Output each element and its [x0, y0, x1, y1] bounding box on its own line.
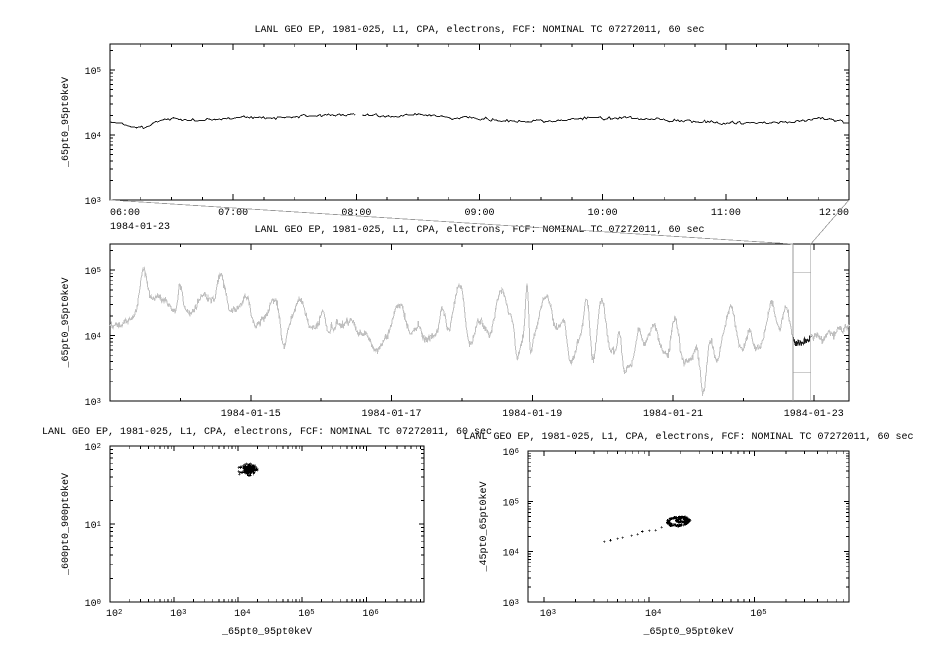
- svg-text:_65pt0_95pt0keV: _65pt0_95pt0keV: [642, 626, 733, 638]
- svg-text:LANL GEO EP, 1981-025, L1, CPA: LANL GEO EP, 1981-025, L1, CPA, electron…: [254, 24, 704, 36]
- svg-text:_65pt0_95pt0keV: _65pt0_95pt0keV: [60, 77, 72, 168]
- svg-text:06:00: 06:00: [110, 208, 140, 219]
- svg-text:08:00: 08:00: [341, 208, 371, 219]
- svg-text:1984-01-17: 1984-01-17: [362, 409, 422, 420]
- svg-text:_65pt0_95pt0keV: _65pt0_95pt0keV: [60, 277, 72, 368]
- svg-text:1984-01-23: 1984-01-23: [784, 409, 844, 420]
- svg-text:1984-01-19: 1984-01-19: [502, 409, 562, 420]
- svg-text:11:00: 11:00: [711, 208, 741, 219]
- svg-text:07:00: 07:00: [218, 208, 248, 219]
- svg-text:LANL GEO EP, 1981-025, L1, CPA: LANL GEO EP, 1981-025, L1, CPA, electron…: [463, 431, 913, 443]
- svg-text:1984-01-15: 1984-01-15: [221, 409, 281, 420]
- svg-text:10:00: 10:00: [588, 208, 618, 219]
- svg-text:09:00: 09:00: [464, 208, 494, 219]
- svg-text:1984-01-23: 1984-01-23: [110, 222, 170, 233]
- svg-text:_65pt0_95pt0keV: _65pt0_95pt0keV: [221, 626, 312, 638]
- svg-text:_45pt0_65pt0keV: _45pt0_65pt0keV: [478, 481, 490, 572]
- svg-text:_600pt0_900pt0keV: _600pt0_900pt0keV: [60, 473, 72, 576]
- svg-text:LANL GEO EP, 1981-025, L1, CPA: LANL GEO EP, 1981-025, L1, CPA, electron…: [42, 426, 492, 438]
- svg-text:1984-01-21: 1984-01-21: [643, 409, 703, 420]
